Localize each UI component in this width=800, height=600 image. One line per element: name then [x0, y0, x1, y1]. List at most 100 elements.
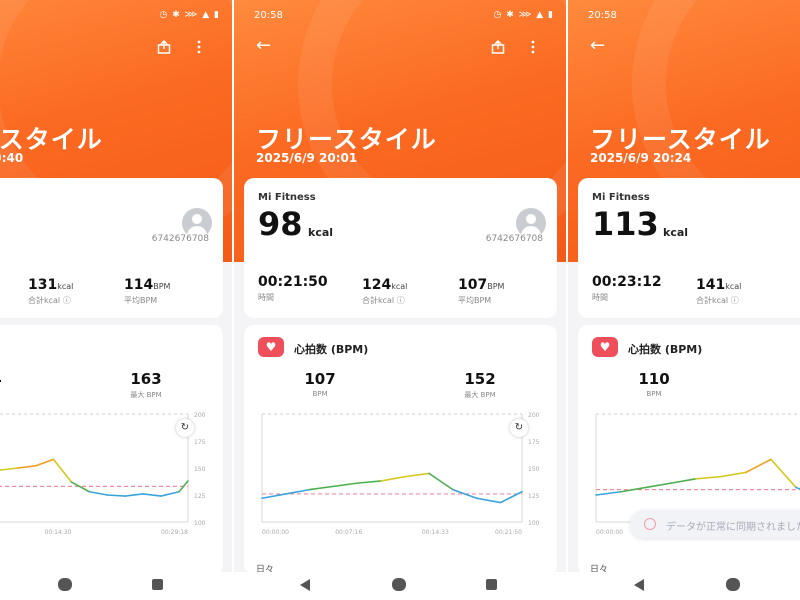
hr-line-segment	[428, 472, 454, 491]
calories-value: 113	[592, 205, 659, 243]
hr-line-segment	[720, 471, 747, 478]
nav-home-button[interactable]	[726, 578, 740, 591]
hr-max-value: 163	[130, 370, 162, 388]
hr-line-segment	[124, 493, 144, 497]
more-vertical-icon[interactable]	[530, 40, 536, 54]
hr-line-segment	[308, 485, 335, 491]
total-kcal-label: 合計kcal ⓘ	[362, 296, 405, 305]
duration-label: 時間	[592, 293, 608, 302]
screenshot-panel-2: 20:58 ◷ ✱ ⋙ ▲ ▮ ← フリースタイル 2025/6/9 20:01…	[234, 0, 566, 600]
x-tick-label: 00:29:18	[161, 529, 188, 536]
total-kcal-metric[interactable]: 131kcal 合計kcal ⓘ	[28, 274, 73, 306]
share-icon[interactable]	[491, 40, 505, 54]
screenshot-panel-1: ◷ ✱ ⋙ ▲ ▮ ← フリースタイル 2025/6/9 19:40 kcal …	[0, 0, 232, 600]
y-tick-label: 200	[528, 412, 540, 419]
hr-line-segment	[332, 482, 359, 488]
hr-line-segment	[88, 490, 109, 496]
heart-rate-card: ♥ (BPM) 114 163 最大 BPM 20017515012510000…	[0, 325, 223, 575]
hr-line-segment	[261, 493, 287, 500]
refresh-icon[interactable]: ↻	[176, 419, 194, 437]
hr-avg-value: 114	[0, 370, 16, 388]
nav-back-button[interactable]	[634, 579, 644, 591]
back-button[interactable]: ←	[590, 36, 614, 58]
avg-bpm-label: 平均BPM	[458, 296, 492, 305]
hr-line-segment	[34, 458, 55, 467]
nav-home-button[interactable]	[58, 578, 72, 591]
y-tick-label: 175	[194, 439, 206, 446]
hr-line-segment	[70, 481, 91, 493]
system-nav-bar	[0, 572, 232, 600]
nav-home-button[interactable]	[392, 578, 406, 591]
avatar[interactable]	[516, 208, 546, 238]
calories-unit: kcal	[308, 226, 334, 239]
back-arrow-icon: ←	[590, 35, 606, 56]
hr-line-segment	[106, 494, 127, 497]
total-kcal-label: 合計kcal ⓘ	[28, 296, 71, 305]
y-tick-label: 175	[528, 439, 540, 446]
total-kcal-unit: kcal	[57, 282, 74, 291]
duration-label: 時間	[258, 293, 274, 302]
heart-rate-title: 心拍数 (BPM)	[294, 343, 369, 356]
back-button[interactable]: ←	[256, 36, 280, 58]
y-tick-label: 150	[528, 466, 540, 473]
hr-line-segment	[499, 490, 523, 504]
source-app: Mi Fitness	[592, 192, 650, 203]
phone-screen: 20:58 ← フリースタイル 2025/6/9 20:24 Mi Fitnes…	[568, 0, 800, 600]
y-tick-label: 100	[528, 520, 540, 527]
hr-line-segment	[695, 475, 722, 480]
hr-line-segment	[645, 482, 672, 489]
total-kcal-value: 124	[362, 277, 392, 293]
user-id: 6742676708	[485, 234, 543, 244]
status-bar: 20:58 ◷ ✱ ⋙ ▲ ▮	[254, 10, 554, 24]
duration-value: 00:21:50	[258, 274, 328, 290]
refresh-icon[interactable]: ↻	[510, 419, 528, 437]
sync-toast: データが正常に同期されました	[630, 510, 800, 538]
status-bar: 20:58	[588, 10, 800, 24]
source-app: Mi Fitness	[258, 192, 316, 203]
sync-icon	[644, 518, 656, 530]
system-nav-bar	[234, 572, 566, 600]
hr-max-value: 152	[464, 370, 496, 388]
avg-bpm-label: 平均BPM	[124, 296, 158, 305]
duration-value: 00:23:12	[592, 274, 662, 290]
y-tick-label: 150	[194, 466, 206, 473]
calories-unit: kcal	[663, 226, 689, 239]
hr-max-stat: 152 最大 BPM	[440, 370, 520, 400]
nav-back-button[interactable]	[300, 579, 310, 591]
avg-bpm-unit: BPM	[153, 282, 171, 291]
hr-line-segment	[160, 490, 180, 497]
avatar[interactable]	[182, 208, 212, 238]
more-vertical-icon[interactable]	[196, 40, 202, 54]
hr-line-segment	[178, 480, 189, 493]
hr-max-stat: 163 最大 BPM	[106, 370, 186, 400]
hr-line-segment	[16, 465, 37, 469]
hr-avg-stat: 114	[0, 370, 16, 390]
screenshot-panel-3: 20:58 ← フリースタイル 2025/6/9 20:24 Mi Fitnes…	[568, 0, 800, 600]
hr-avg-value: 107	[304, 370, 336, 388]
footer-label: 日々	[256, 565, 275, 575]
x-tick-label: 00:00:00	[596, 529, 623, 536]
total-kcal-metric[interactable]: 141kcal 合計kcal ⓘ	[696, 274, 741, 306]
back-arrow-icon: ←	[256, 35, 272, 56]
hr-line-segment	[620, 486, 647, 493]
status-icons: ◷ ✱ ⋙ ▲ ▮	[493, 10, 554, 20]
duration-metric: 00:23:12 時間	[592, 274, 662, 303]
hr-line-segment	[380, 475, 406, 482]
phone-screen: 20:58 ◷ ✱ ⋙ ▲ ▮ ← フリースタイル 2025/6/9 20:01…	[234, 0, 566, 600]
status-bar: ◷ ✱ ⋙ ▲ ▮	[0, 10, 220, 24]
workout-datetime: 2025/6/9 20:24	[590, 151, 692, 165]
nav-recents-button[interactable]	[152, 579, 163, 590]
page-title: フリースタイル	[0, 125, 103, 154]
y-tick-label: 125	[194, 493, 206, 500]
hr-line-segment	[475, 497, 502, 504]
phone-screen: ◷ ✱ ⋙ ▲ ▮ ← フリースタイル 2025/6/9 19:40 kcal …	[0, 0, 232, 600]
total-kcal-metric[interactable]: 124kcal 合計kcal ⓘ	[362, 274, 407, 306]
nav-recents-button[interactable]	[486, 579, 497, 590]
status-time: 20:58	[588, 10, 617, 21]
workout-datetime: 2025/6/9 19:40	[0, 151, 24, 165]
status-time: 20:58	[254, 10, 283, 21]
hr-line-segment	[356, 480, 383, 484]
share-icon[interactable]	[157, 40, 171, 54]
avg-bpm-value: 107	[458, 277, 488, 293]
